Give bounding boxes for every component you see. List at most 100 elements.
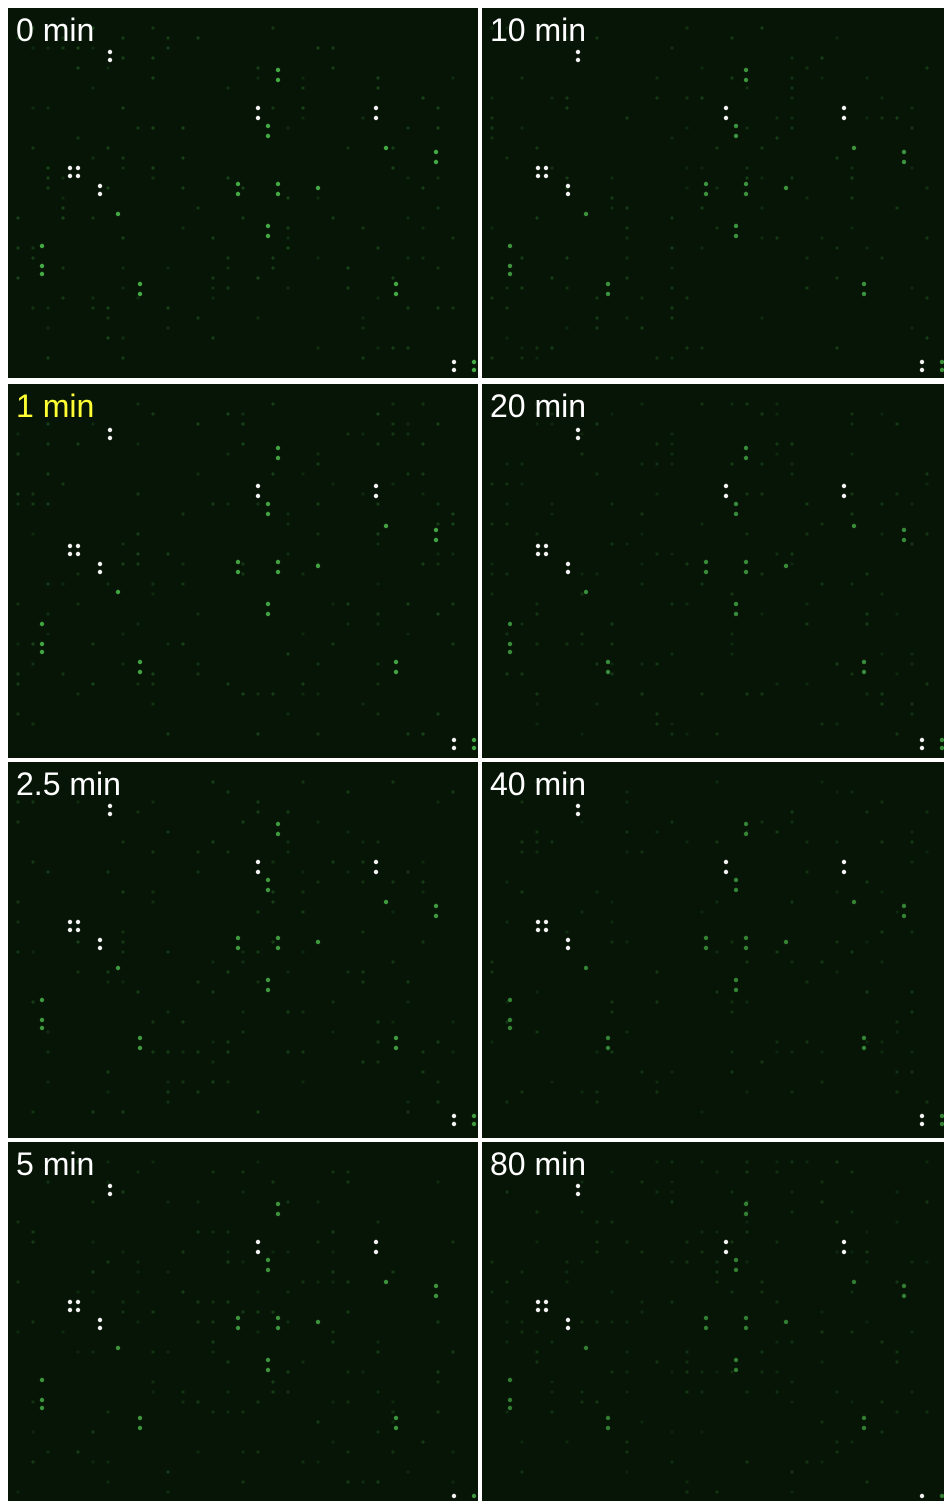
- spot: [715, 1260, 718, 1263]
- spot: [434, 1284, 438, 1288]
- spot: [566, 192, 570, 196]
- spot: [271, 472, 274, 475]
- spot: [226, 452, 229, 455]
- spot: [910, 1390, 913, 1393]
- spot: [576, 58, 580, 62]
- spot: [151, 702, 154, 705]
- spot: [595, 472, 598, 475]
- spot: [490, 482, 493, 485]
- spot: [655, 462, 658, 465]
- spot: [595, 1090, 598, 1093]
- spot: [625, 800, 628, 803]
- spot: [226, 1300, 229, 1303]
- spot: [910, 860, 913, 863]
- spot: [640, 462, 643, 465]
- spot: [331, 1330, 334, 1333]
- spot: [236, 192, 240, 196]
- spot: [391, 146, 394, 149]
- spot: [151, 850, 154, 853]
- spot: [436, 1080, 439, 1083]
- spot: [61, 266, 64, 269]
- spot: [136, 296, 139, 299]
- spot: [136, 682, 139, 685]
- spot: [76, 1350, 79, 1353]
- spot: [745, 402, 748, 405]
- spot: [805, 286, 808, 289]
- spot: [704, 560, 708, 564]
- spot: [68, 928, 72, 932]
- spot: [421, 442, 424, 445]
- spot: [331, 642, 334, 645]
- spot: [670, 1260, 673, 1263]
- spot: [451, 1240, 454, 1243]
- spot: [236, 560, 240, 564]
- spot: [266, 1268, 270, 1272]
- spot: [91, 642, 94, 645]
- spot: [46, 176, 49, 179]
- spot: [700, 1110, 703, 1113]
- spot: [138, 292, 142, 296]
- spot: [76, 928, 80, 932]
- spot: [745, 126, 748, 129]
- spot: [535, 840, 538, 843]
- spot: [535, 532, 538, 535]
- spot: [421, 186, 424, 189]
- spot: [842, 1250, 846, 1254]
- spot: [166, 326, 169, 329]
- spot: [211, 1320, 214, 1323]
- spot: [505, 306, 508, 309]
- spot: [226, 970, 229, 973]
- spot: [151, 900, 154, 903]
- spot: [151, 1160, 154, 1163]
- spot: [670, 1190, 673, 1193]
- spot: [151, 1390, 154, 1393]
- spot: [835, 276, 838, 279]
- spot: [685, 840, 688, 843]
- spot: [595, 1240, 598, 1243]
- spot: [121, 356, 124, 359]
- spot: [744, 570, 748, 574]
- spot: [241, 692, 244, 695]
- spot: [361, 492, 364, 495]
- spot: [121, 542, 124, 545]
- spot: [16, 900, 19, 903]
- spot: [685, 1390, 688, 1393]
- spot: [376, 582, 379, 585]
- spot: [704, 192, 708, 196]
- spot: [655, 492, 658, 495]
- spots: [8, 384, 478, 758]
- spot: [316, 1460, 319, 1463]
- spot: [276, 1326, 280, 1330]
- spot: [16, 502, 19, 505]
- spot: [920, 1122, 924, 1126]
- spot: [46, 1030, 49, 1033]
- spot: [151, 76, 154, 79]
- spot: [391, 482, 394, 485]
- spot: [550, 276, 553, 279]
- spot: [655, 1360, 658, 1363]
- spot: [151, 166, 154, 169]
- spot: [241, 1410, 244, 1413]
- spot: [68, 1308, 72, 1312]
- spot: [16, 642, 19, 645]
- spot: [744, 1202, 748, 1206]
- spot: [790, 810, 793, 813]
- spot: [76, 166, 80, 170]
- spot: [346, 1170, 349, 1173]
- spot: [451, 642, 454, 645]
- spot: [580, 642, 583, 645]
- spot: [406, 422, 409, 425]
- spot: [670, 266, 673, 269]
- spot: [775, 1050, 778, 1053]
- spot: [121, 930, 124, 933]
- spot: [91, 306, 94, 309]
- spot: [865, 612, 868, 615]
- spot: [276, 1212, 280, 1216]
- spot: [61, 196, 64, 199]
- spot: [406, 432, 409, 435]
- spot: [286, 652, 289, 655]
- spot: [316, 820, 319, 823]
- spot: [452, 1494, 456, 1498]
- spot: [775, 830, 778, 833]
- spot: [865, 246, 868, 249]
